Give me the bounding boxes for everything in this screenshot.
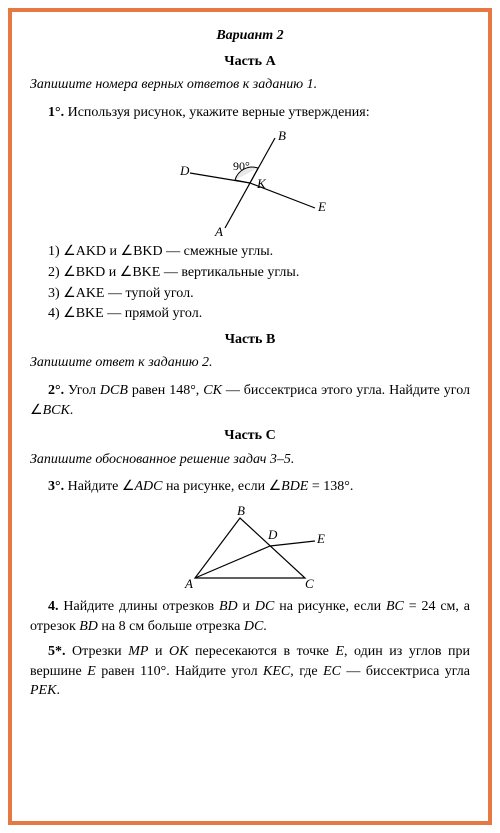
- part-a-title: Часть A: [30, 52, 470, 72]
- problem-1-options: 1) ∠AKD и ∠BKD — смежные углы. 2) ∠BKD и…: [48, 242, 470, 323]
- variant-title: Вариант 2: [30, 26, 470, 46]
- problem-2-number: 2°.: [48, 383, 64, 398]
- option-4: 4) ∠BKE — прямой угол.: [48, 304, 470, 324]
- label-D: D: [179, 163, 190, 178]
- label-B: B: [278, 128, 286, 143]
- figure-1: B D K E A 90°: [30, 128, 470, 238]
- problem-5-text: Отрезки MP и OK пересекаются в точке E, …: [30, 644, 470, 698]
- problem-2-text: Угол DCB равен 148°, CK — биссектриса эт…: [30, 383, 470, 418]
- problem-3-text: Найдите ∠ADC на рисунке, если ∠BDE = 138…: [68, 479, 354, 494]
- problem-1: 1°. Используя рисунок, укажите верные ут…: [30, 103, 470, 123]
- option-2: 2) ∠BKD и ∠BKE — вертикальные углы.: [48, 263, 470, 283]
- part-c-instruction: Запишите обоснованное решение задач 3–5.: [30, 450, 470, 470]
- label-C2: C: [305, 576, 314, 591]
- part-c-title: Часть C: [30, 426, 470, 446]
- problem-3-number: 3°.: [48, 479, 64, 494]
- page-frame: Вариант 2 Часть A Запишите номера верных…: [8, 8, 492, 825]
- label-90: 90°: [233, 159, 250, 173]
- problem-3: 3°. Найдите ∠ADC на рисунке, если ∠BDE =…: [30, 477, 470, 497]
- problem-5-number: 5*.: [48, 644, 66, 659]
- label-E: E: [317, 199, 326, 214]
- label-A: A: [214, 224, 223, 238]
- triangle-diagram: A B C D E: [165, 503, 335, 593]
- part-b-instruction: Запишите ответ к заданию 2.: [30, 353, 470, 373]
- angle-diagram: B D K E A 90°: [165, 128, 335, 238]
- problem-4-number: 4.: [48, 599, 59, 614]
- option-1: 1) ∠AKD и ∠BKD — смежные углы.: [48, 242, 470, 262]
- option-3: 3) ∠AKE — тупой угол.: [48, 284, 470, 304]
- label-A2: A: [184, 576, 193, 591]
- label-D2: D: [267, 527, 278, 542]
- figure-2: A B C D E: [30, 503, 470, 593]
- problem-4: 4. Найдите длины отрезков BD и DC на рис…: [30, 597, 470, 636]
- problem-4-text: Найдите длины отрезков BD и DC на рисунк…: [30, 599, 470, 634]
- problem-5: 5*. Отрезки MP и OK пересекаются в точке…: [30, 642, 470, 701]
- part-a-instruction: Запишите номера верных ответов к заданию…: [30, 75, 470, 95]
- problem-1-text: Используя рисунок, укажите верные утверж…: [68, 105, 370, 120]
- problem-2: 2°. Угол DCB равен 148°, CK — биссектрис…: [30, 381, 470, 420]
- label-K: K: [256, 176, 267, 191]
- part-b-title: Часть B: [30, 330, 470, 350]
- problem-1-number: 1°.: [48, 105, 64, 120]
- label-E2: E: [316, 531, 325, 546]
- label-B2: B: [237, 503, 245, 518]
